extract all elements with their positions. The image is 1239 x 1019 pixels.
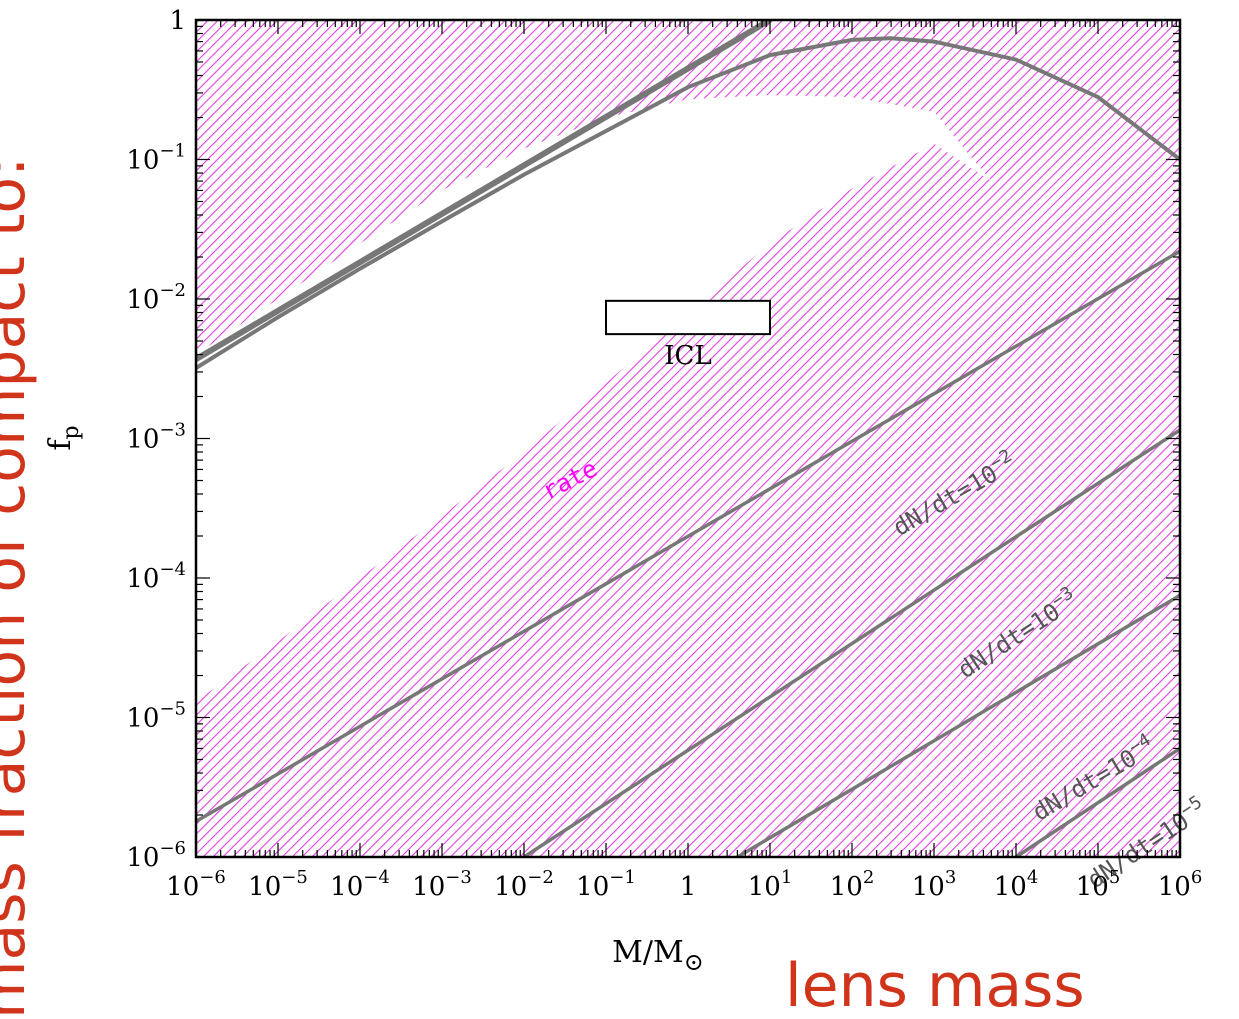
- rate-line: [1015, 746, 1180, 857]
- y-tick-labels: 1 10−1 10−2 10−3 10−4 10−5 10−6: [126, 6, 186, 873]
- y-tick-label: 10−3: [126, 420, 186, 455]
- y-axis-title: fp: [43, 425, 84, 450]
- steep-bound-curve: [196, 20, 772, 362]
- rate-line: [523, 428, 1180, 857]
- x-tick-label: 101: [748, 867, 793, 902]
- x-tick-label: 10−3: [412, 867, 472, 902]
- x-tick-label: 10−6: [166, 867, 226, 902]
- compact-fraction-label: mass fraction of compact to:: [0, 157, 39, 1019]
- x-tick-label: 106: [1158, 867, 1203, 902]
- x-tick-label: 10−5: [248, 867, 308, 902]
- x-tick-labels: 10−6 10−5 10−4 10−3 10−2 10−1 1 101 102 103 104 105…: [166, 867, 1202, 902]
- icl-label: ICL: [664, 341, 711, 371]
- upper-bound-curve: [196, 36, 1180, 370]
- x-tick-label: 105: [1076, 867, 1121, 902]
- y-tick-label: 10−4: [126, 559, 186, 594]
- x-tick-label: 10−2: [494, 867, 554, 902]
- minor-ticks: [195, 20, 1180, 858]
- x-tick-label: 104: [994, 867, 1039, 902]
- x-tick-label: 10−4: [330, 867, 390, 902]
- lens-mass-label: lens mass: [785, 951, 1085, 1019]
- plot-area: ICL rate dN/dt=10−2dN/dt=10−3dN/dt=10−4d…: [43, 6, 1206, 976]
- rate-line: [736, 593, 1180, 857]
- x-tick-label: 103: [912, 867, 957, 902]
- x-tick-label: 102: [830, 867, 875, 902]
- rate-lines: [196, 249, 1180, 857]
- rate-line: [196, 249, 1180, 823]
- y-tick-label: 1: [169, 6, 186, 36]
- icl-box: [605, 299, 771, 336]
- y-tick-label: 10−6: [126, 838, 186, 873]
- x-axis-title: M/M⊙: [612, 935, 704, 976]
- y-tick-label: 10−5: [126, 699, 186, 734]
- y-tick-label: 10−1: [126, 141, 186, 176]
- x-tick-label: 1: [680, 872, 697, 902]
- y-tick-label: 10−2: [126, 280, 186, 315]
- x-tick-label: 10−1: [576, 867, 636, 902]
